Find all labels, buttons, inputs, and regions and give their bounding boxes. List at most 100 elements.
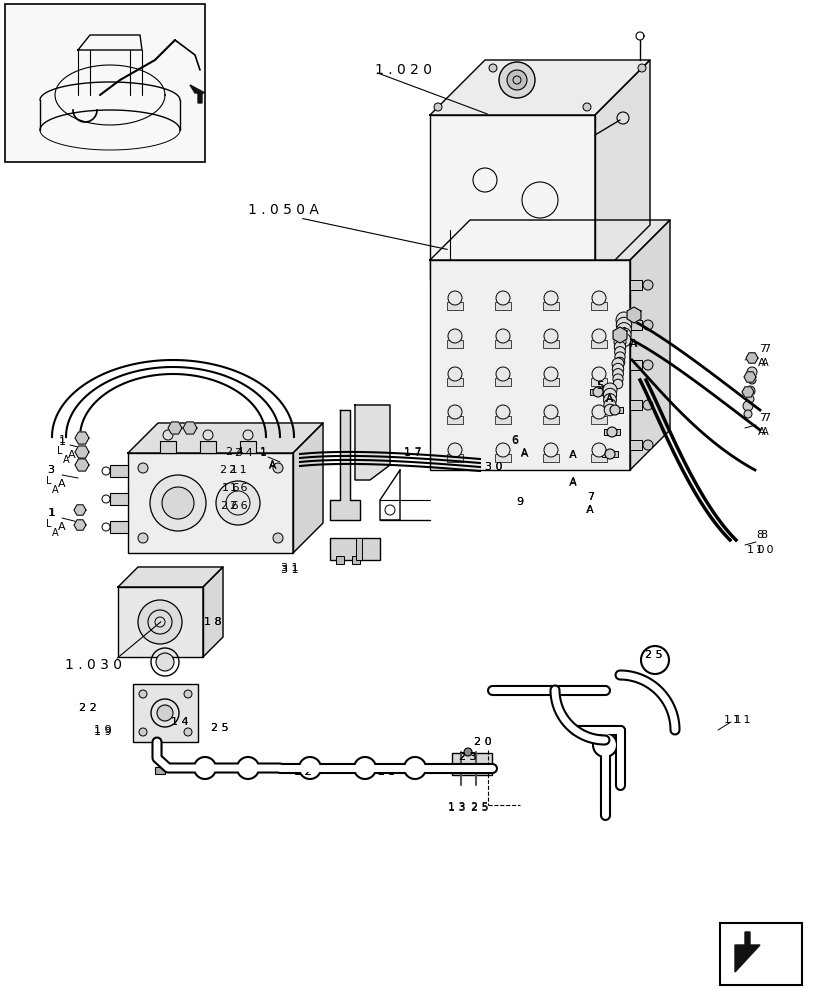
Bar [591,378,607,386]
Circle shape [404,757,426,779]
Polygon shape [75,446,89,458]
Circle shape [499,62,535,98]
Polygon shape [168,422,182,434]
Text: A: A [762,358,769,368]
Circle shape [216,481,260,525]
Text: 1 6: 1 6 [221,483,239,493]
Text: A: A [630,339,638,349]
Text: 2 5: 2 5 [211,723,228,733]
Circle shape [157,705,173,721]
Text: 6: 6 [512,436,518,446]
Bar [590,389,606,395]
Text: 2 4: 2 4 [235,448,253,458]
Text: 3 1: 3 1 [282,565,299,575]
Text: 1: 1 [259,448,267,458]
Text: 2 0: 2 0 [474,737,492,747]
Circle shape [496,291,510,305]
Text: A: A [521,449,529,459]
Text: 7: 7 [760,413,766,423]
Circle shape [607,427,617,437]
Circle shape [592,443,606,457]
Circle shape [194,757,216,779]
Text: A: A [586,505,594,515]
Circle shape [139,728,147,736]
Circle shape [507,70,527,90]
Text: 7: 7 [763,413,770,423]
Bar [630,360,642,370]
Circle shape [593,733,617,757]
Text: 4: 4 [619,327,627,337]
Circle shape [613,379,623,389]
Text: 1: 1 [47,508,55,518]
Bar [602,451,618,457]
Polygon shape [744,372,756,382]
Bar [630,400,642,410]
Text: A: A [570,477,576,487]
Circle shape [604,399,616,411]
Text: 9: 9 [517,497,524,507]
Bar [604,429,620,435]
Circle shape [643,400,653,410]
Circle shape [184,728,192,736]
Text: A: A [63,455,69,465]
Text: A: A [630,339,636,349]
Polygon shape [630,220,670,470]
Polygon shape [74,520,86,530]
Circle shape [612,358,624,370]
Circle shape [434,103,442,111]
Text: 4: 4 [619,327,627,337]
Polygon shape [595,60,650,280]
Text: A: A [606,394,614,404]
Circle shape [613,369,623,379]
Text: 8: 8 [756,530,764,540]
Circle shape [643,440,653,450]
Circle shape [448,329,462,343]
Circle shape [614,336,626,348]
Text: A: A [58,522,66,532]
Bar [543,378,559,386]
Polygon shape [78,35,142,50]
Bar [591,454,607,462]
Circle shape [448,405,462,419]
Bar [430,115,595,280]
Text: 2 5: 2 5 [378,767,396,777]
Bar [607,407,623,413]
Text: 7: 7 [588,492,595,502]
Text: A: A [570,450,577,460]
Text: 1 3: 1 3 [448,803,466,813]
Circle shape [489,64,497,72]
Polygon shape [355,405,390,480]
Text: 1 0: 1 0 [756,545,774,555]
Text: 3: 3 [47,465,55,475]
Text: 1 . 0 2 0: 1 . 0 2 0 [375,63,432,77]
Circle shape [138,463,148,473]
Bar [447,302,463,310]
Circle shape [643,360,653,370]
Circle shape [641,646,669,674]
Text: A: A [69,450,76,460]
Text: 5: 5 [596,381,604,391]
Text: 2 2: 2 2 [79,703,97,713]
Text: 1: 1 [59,437,65,447]
Bar [495,454,511,462]
Circle shape [544,405,558,419]
Text: 1 1: 1 1 [725,715,742,725]
Circle shape [448,291,462,305]
Polygon shape [430,220,670,260]
Circle shape [544,367,558,381]
Text: 1 7: 1 7 [404,448,422,458]
Text: A: A [570,478,577,488]
Circle shape [614,347,625,357]
Text: 1 9: 1 9 [94,727,112,737]
Bar [352,556,360,564]
Text: A: A [587,505,593,515]
Circle shape [592,405,606,419]
Circle shape [747,367,757,377]
Circle shape [605,449,615,459]
Circle shape [616,312,632,328]
Circle shape [744,410,752,418]
Text: 2 3: 2 3 [459,752,477,762]
Text: 1 6: 1 6 [230,483,248,493]
Text: 1 8: 1 8 [204,617,222,627]
Bar [630,280,642,290]
